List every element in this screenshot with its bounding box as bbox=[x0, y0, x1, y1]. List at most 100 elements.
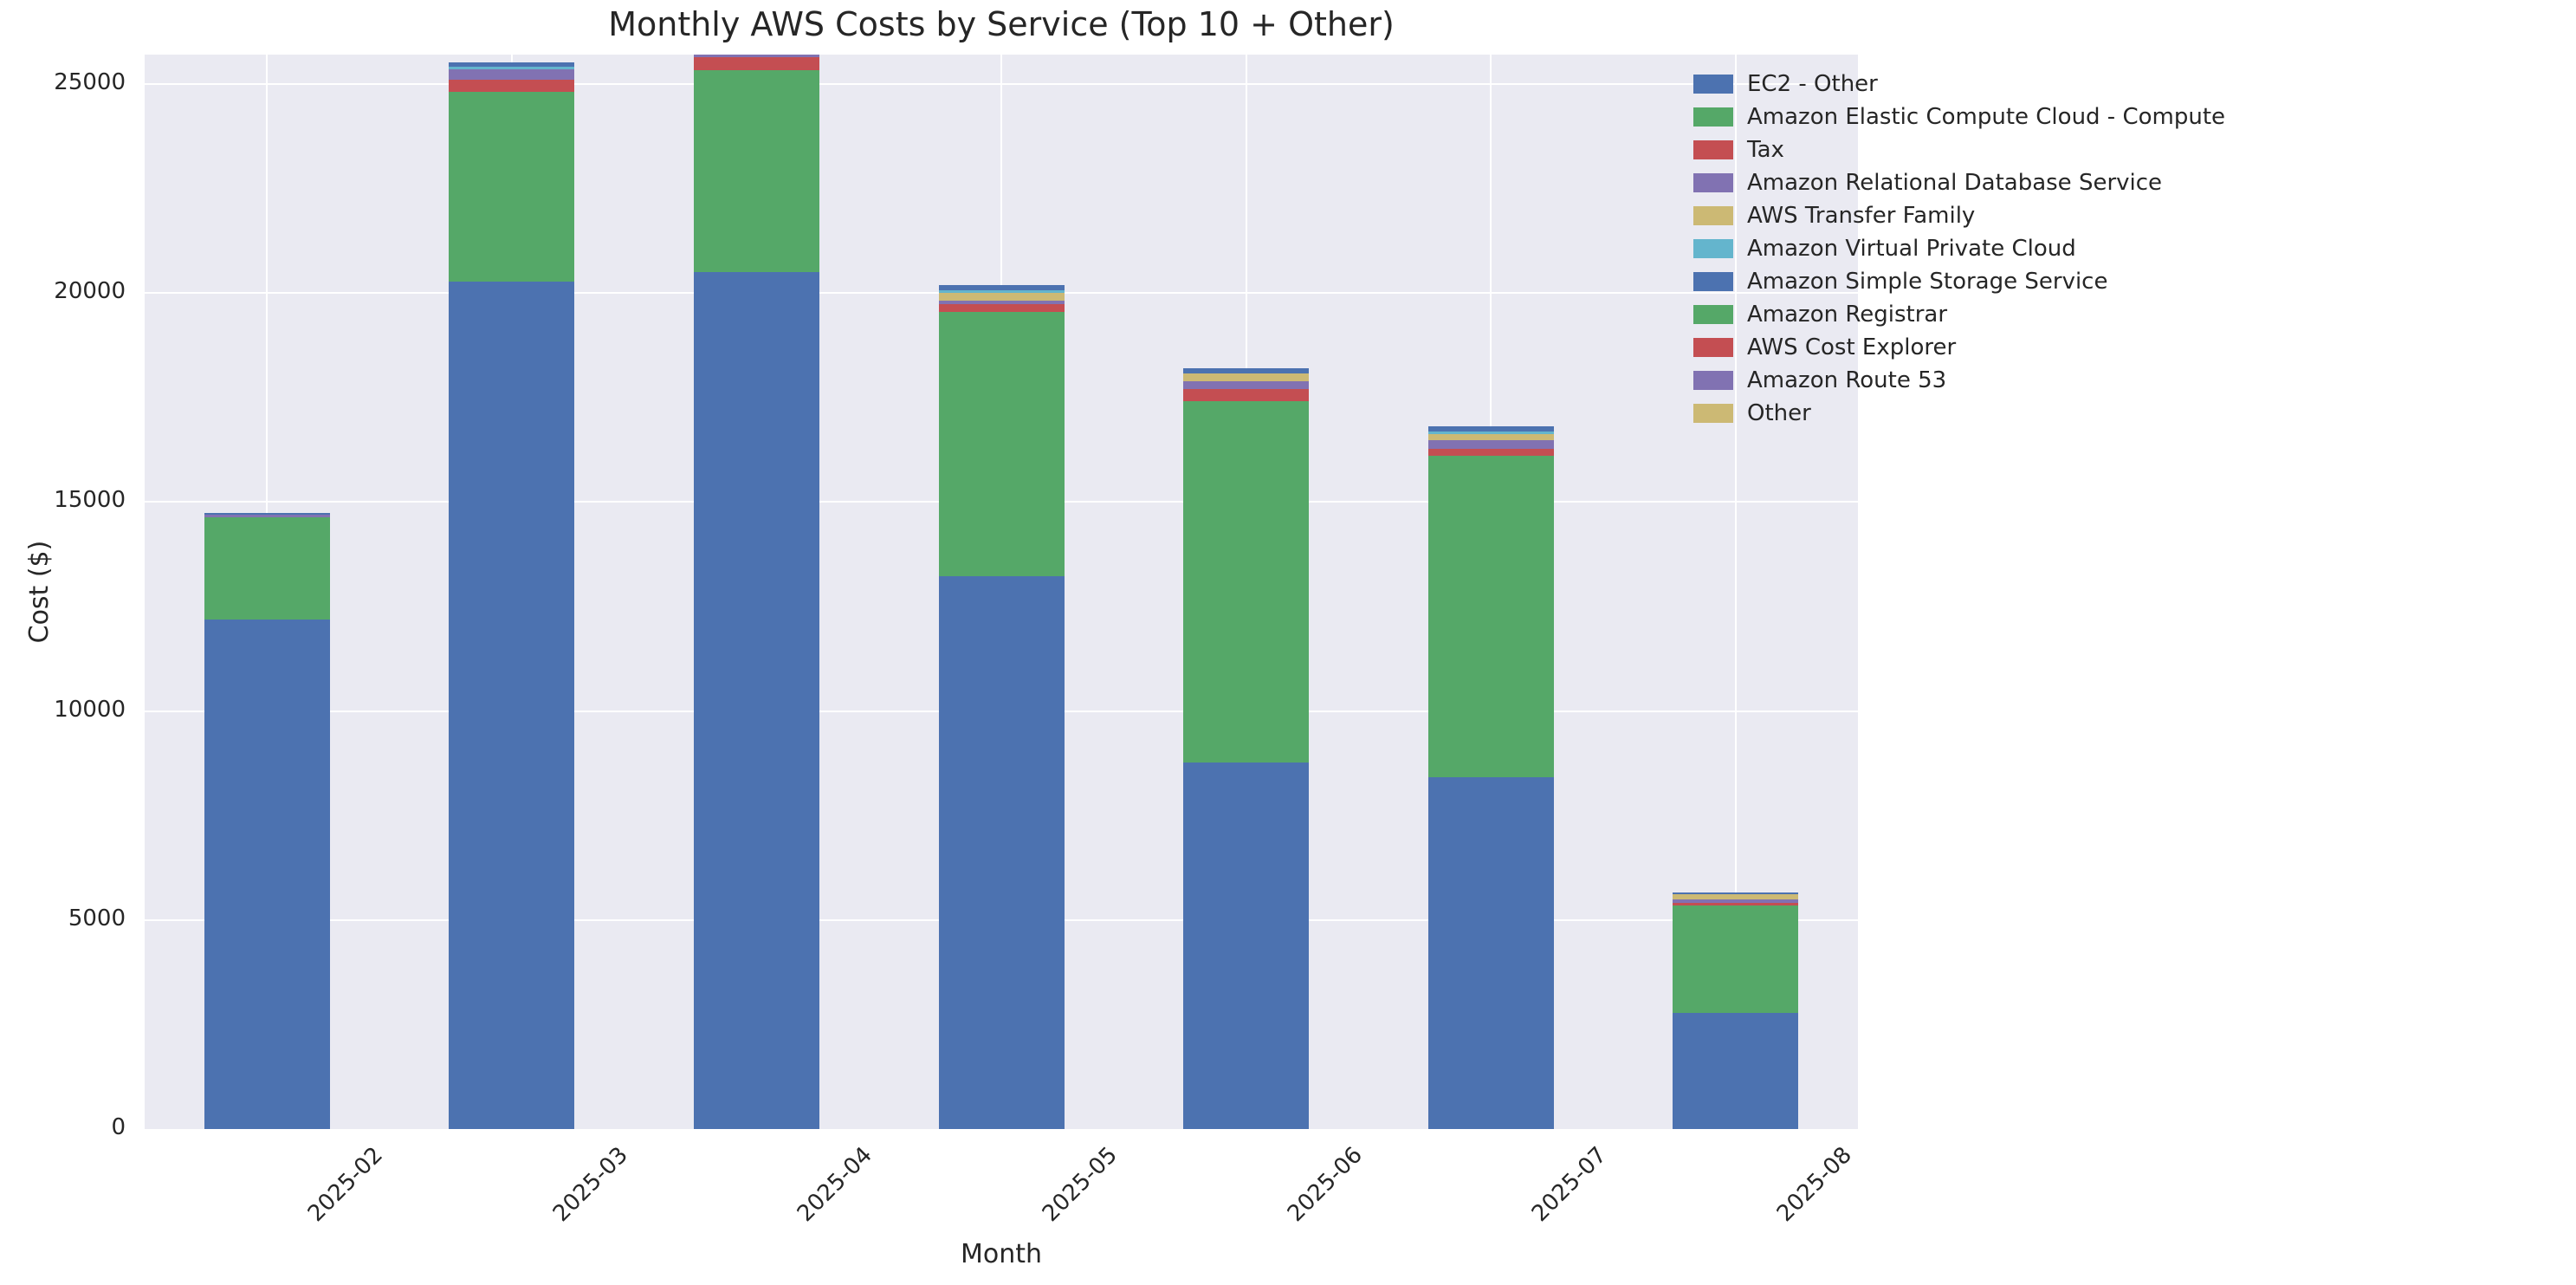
bar-segment[interactable] bbox=[1183, 763, 1310, 1129]
legend-item[interactable]: Amazon Relational Database Service bbox=[1693, 166, 2551, 199]
y-tick-label: 15000 bbox=[54, 487, 126, 514]
bar-segment[interactable] bbox=[938, 575, 1065, 1129]
bar-segment[interactable] bbox=[1427, 440, 1554, 449]
x-tick-label-2025-05: 2025-05 bbox=[1037, 1142, 1123, 1228]
bar-segment[interactable] bbox=[693, 55, 819, 57]
bar-segment[interactable] bbox=[204, 515, 330, 518]
bar-segment[interactable] bbox=[938, 290, 1065, 294]
bar-segment[interactable] bbox=[693, 69, 819, 272]
y-axis-label-text: Cost ($) bbox=[24, 540, 55, 644]
legend-item-label: Amazon Relational Database Service bbox=[1747, 170, 2163, 196]
bar-segment[interactable] bbox=[938, 311, 1065, 576]
legend-item-label: Amazon Elastic Compute Cloud - Compute bbox=[1747, 104, 2226, 130]
legend-item-label: Other bbox=[1747, 400, 1811, 426]
legend-item-label: Amazon Simple Storage Service bbox=[1747, 269, 2108, 295]
x-tick-label-2025-06: 2025-06 bbox=[1282, 1142, 1368, 1228]
chart-legend: EC2 - Other Amazon Elastic Compute Cloud … bbox=[1693, 68, 2551, 430]
bar-segment[interactable] bbox=[1183, 368, 1310, 373]
bar-2025-02[interactable] bbox=[204, 513, 330, 1129]
legend-swatch-icon bbox=[1693, 305, 1733, 324]
legend-item[interactable]: Amazon Simple Storage Service bbox=[1693, 265, 2551, 298]
legend-item-label: AWS Transfer Family bbox=[1747, 203, 1976, 229]
y-tick-label: 10000 bbox=[54, 696, 126, 723]
bar-segment[interactable] bbox=[449, 67, 575, 70]
legend-swatch-icon bbox=[1693, 404, 1733, 423]
legend-swatch-icon bbox=[1693, 140, 1733, 159]
legend-item-label: Amazon Registrar bbox=[1747, 302, 1948, 328]
gridline-vertical bbox=[1734, 55, 1737, 1129]
bar-segment[interactable] bbox=[449, 69, 575, 80]
chart-title: Monthly AWS Costs by Service (Top 10 + O… bbox=[608, 5, 1395, 43]
bar-segment[interactable] bbox=[1427, 426, 1554, 432]
bar-segment[interactable] bbox=[938, 285, 1065, 291]
y-tick-label: 20000 bbox=[54, 278, 126, 305]
legend-item[interactable]: EC2 - Other bbox=[1693, 68, 2551, 101]
legend-item-label: Amazon Route 53 bbox=[1747, 367, 1947, 393]
bar-segment[interactable] bbox=[204, 517, 330, 620]
legend-item[interactable]: AWS Cost Explorer bbox=[1693, 331, 2551, 364]
bar-segment[interactable] bbox=[1427, 449, 1554, 456]
plot-area bbox=[145, 55, 1858, 1129]
legend-item[interactable]: Amazon Elastic Compute Cloud - Compute bbox=[1693, 101, 2551, 133]
bar-segment[interactable] bbox=[1427, 455, 1554, 778]
bar-segment[interactable] bbox=[449, 281, 575, 1129]
legend-item-label: Tax bbox=[1747, 137, 1784, 163]
bar-segment[interactable] bbox=[204, 513, 330, 516]
y-tick-label: 5000 bbox=[68, 905, 126, 931]
x-tick-label-2025-03: 2025-03 bbox=[547, 1142, 633, 1228]
bar-segment[interactable] bbox=[938, 304, 1065, 312]
x-tick-label-2025-02: 2025-02 bbox=[303, 1142, 389, 1228]
y-tick-label: 25000 bbox=[54, 68, 126, 95]
bar-segment[interactable] bbox=[449, 62, 575, 67]
bar-segment[interactable] bbox=[449, 91, 575, 282]
bar-segment[interactable] bbox=[1427, 777, 1554, 1129]
y-axis-label: Cost ($) bbox=[23, 55, 57, 1129]
legend-swatch-icon bbox=[1693, 338, 1733, 357]
x-tick-label-2025-04: 2025-04 bbox=[793, 1142, 878, 1228]
legend-swatch-icon bbox=[1693, 272, 1733, 291]
legend-item[interactable]: Amazon Route 53 bbox=[1693, 364, 2551, 397]
bar-segment[interactable] bbox=[938, 293, 1065, 302]
bar-segment[interactable] bbox=[938, 301, 1065, 305]
legend-swatch-icon bbox=[1693, 239, 1733, 258]
bar-segment[interactable] bbox=[1673, 905, 1799, 1013]
bar-segment[interactable] bbox=[1673, 1012, 1799, 1129]
legend-swatch-icon bbox=[1693, 75, 1733, 94]
bar-segment[interactable] bbox=[1183, 373, 1310, 381]
x-axis-label: Month bbox=[960, 1239, 1043, 1269]
bar-2025-04[interactable] bbox=[693, 55, 819, 1129]
legend-item[interactable]: Other bbox=[1693, 397, 2551, 430]
bar-segment[interactable] bbox=[1183, 400, 1310, 763]
bar-segment[interactable] bbox=[1427, 432, 1554, 435]
bar-segment[interactable] bbox=[693, 56, 819, 70]
legend-swatch-icon bbox=[1693, 173, 1733, 192]
legend-item[interactable]: Amazon Registrar bbox=[1693, 298, 2551, 331]
legend-item-label: EC2 - Other bbox=[1747, 71, 1878, 97]
bar-segment[interactable] bbox=[449, 79, 575, 92]
x-tick-label-2025-08: 2025-08 bbox=[1771, 1142, 1857, 1228]
bar-segment[interactable] bbox=[693, 271, 819, 1129]
bar-segment[interactable] bbox=[1673, 892, 1799, 895]
legend-swatch-icon bbox=[1693, 107, 1733, 127]
bar-2025-08[interactable] bbox=[1673, 892, 1799, 1129]
bar-2025-06[interactable] bbox=[1183, 368, 1310, 1129]
bar-segment[interactable] bbox=[1183, 380, 1310, 389]
bar-segment[interactable] bbox=[1673, 902, 1799, 906]
legend-swatch-icon bbox=[1693, 206, 1733, 225]
bar-segment[interactable] bbox=[1673, 894, 1799, 899]
bar-segment[interactable] bbox=[1183, 388, 1310, 401]
x-tick-label-2025-07: 2025-07 bbox=[1526, 1142, 1612, 1228]
legend-item[interactable]: Tax bbox=[1693, 133, 2551, 166]
bar-segment[interactable] bbox=[1673, 899, 1799, 903]
legend-item[interactable]: Amazon Virtual Private Cloud bbox=[1693, 232, 2551, 265]
legend-item-label: AWS Cost Explorer bbox=[1747, 334, 1957, 360]
bar-2025-03[interactable] bbox=[449, 62, 575, 1129]
legend-item-label: Amazon Virtual Private Cloud bbox=[1747, 236, 2076, 262]
bar-2025-05[interactable] bbox=[938, 285, 1065, 1129]
legend-item[interactable]: AWS Transfer Family bbox=[1693, 199, 2551, 232]
bar-2025-07[interactable] bbox=[1427, 426, 1554, 1129]
bar-segment[interactable] bbox=[204, 619, 330, 1129]
bar-segment[interactable] bbox=[1427, 434, 1554, 441]
y-tick-label: 0 bbox=[111, 1114, 126, 1140]
